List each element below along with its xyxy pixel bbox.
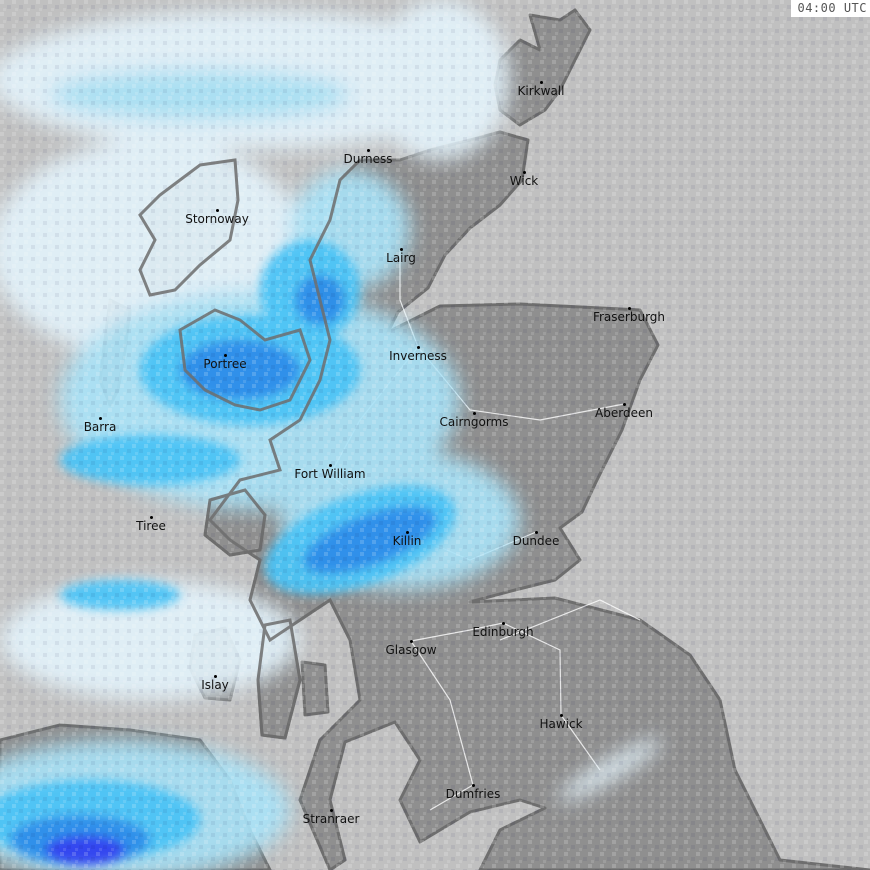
city-dot bbox=[367, 149, 370, 152]
city-label: Islay bbox=[201, 678, 229, 692]
city-label: Edinburgh bbox=[472, 625, 534, 639]
city-dot bbox=[502, 622, 505, 625]
city-label: Durness bbox=[343, 152, 393, 166]
city-label: Glasgow bbox=[385, 643, 437, 657]
city-dot bbox=[560, 714, 563, 717]
city-label: Inverness bbox=[389, 349, 447, 363]
city-dot bbox=[150, 516, 153, 519]
city-label: Wick bbox=[509, 174, 539, 188]
city-dot bbox=[406, 531, 409, 534]
city-dot bbox=[523, 171, 526, 174]
city-label: Tiree bbox=[136, 519, 166, 533]
city-dot bbox=[540, 81, 543, 84]
city-label: Fort William bbox=[294, 467, 366, 481]
city-dot bbox=[623, 403, 626, 406]
city-label: Lairg bbox=[386, 251, 416, 265]
city-label: Dumfries bbox=[445, 787, 501, 801]
city-dot bbox=[216, 209, 219, 212]
timestamp: 04:00 UTC bbox=[791, 0, 870, 17]
city-label: Kirkwall bbox=[517, 84, 565, 98]
city-dot bbox=[628, 307, 631, 310]
city-dot bbox=[417, 346, 420, 349]
city-label: Dundee bbox=[512, 534, 560, 548]
city-dot bbox=[329, 464, 332, 467]
city-label: Aberdeen bbox=[595, 406, 653, 420]
city-label: Stornoway bbox=[185, 212, 249, 226]
city-label: Barra bbox=[83, 420, 117, 434]
city-dot bbox=[473, 412, 476, 415]
city-label: Hawick bbox=[539, 717, 583, 731]
city-dot bbox=[472, 784, 475, 787]
city-dot bbox=[535, 531, 538, 534]
city-dot bbox=[224, 354, 227, 357]
city-label: Fraserburgh bbox=[592, 310, 666, 324]
city-dot bbox=[330, 809, 333, 812]
city-label: Stranraer bbox=[302, 812, 360, 826]
city-dot bbox=[99, 417, 102, 420]
city-label: Cairngorms bbox=[439, 415, 509, 429]
city-dot bbox=[400, 248, 403, 251]
city-dot bbox=[214, 675, 217, 678]
city-dot bbox=[410, 640, 413, 643]
city-label: Portree bbox=[203, 357, 247, 371]
coastline-overlay bbox=[138, 158, 362, 740]
city-label: Killin bbox=[392, 534, 422, 548]
